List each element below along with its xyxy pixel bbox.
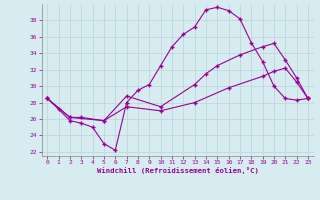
X-axis label: Windchill (Refroidissement éolien,°C): Windchill (Refroidissement éolien,°C)	[97, 167, 259, 174]
